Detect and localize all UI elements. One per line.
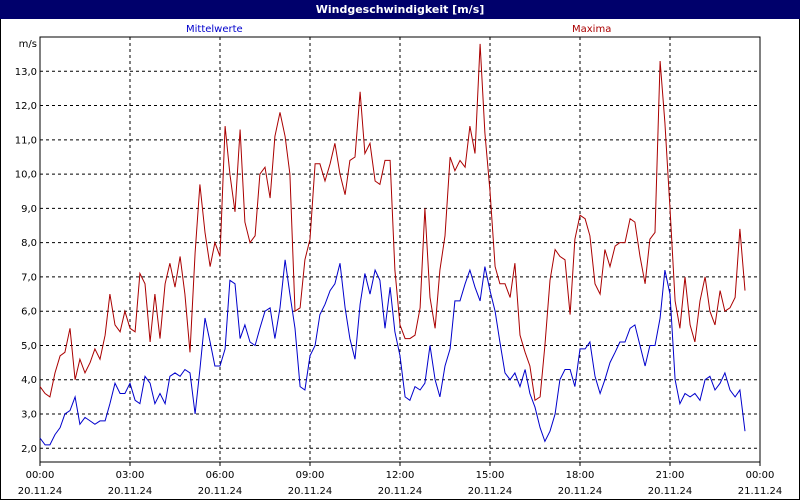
x-tick-time: 03:00 [116,470,145,481]
y-tick-label: 3,0 [21,410,37,421]
legend-mittelwerte: Mittelwerte [186,24,243,35]
x-tick-time: 00:00 [746,470,775,481]
y-tick-label: 10,0 [15,170,37,181]
y-tick-label: 11,0 [15,135,37,146]
x-tick-time: 21:00 [656,470,685,481]
y-tick-label: 4,0 [21,375,37,386]
x-tick-date: 20.11.24 [558,486,603,497]
chart-title-bar: Windgeschwindigkeit [m/s] [0,0,800,19]
y-tick-label: 2,0 [21,444,37,455]
y-tick-label: 5,0 [21,341,37,352]
series-line-mittelwerte [39,259,746,446]
chart-title: Windgeschwindigkeit [m/s] [315,3,485,16]
x-tick-time: 09:00 [296,470,325,481]
y-tick-label: 6,0 [21,307,37,318]
x-tick-date: 21.11.24 [738,486,783,497]
y-tick-label: 12,0 [15,101,37,112]
y-tick-label: 9,0 [21,204,37,215]
series-line-maxima [39,43,746,402]
legend-maxima-label: Maxima [572,24,612,35]
x-tick-date: 20.11.24 [468,486,513,497]
x-tick-date: 20.11.24 [18,486,63,497]
x-tick-time: 06:00 [206,470,235,481]
x-tick-time: 18:00 [566,470,595,481]
x-tick-date: 20.11.24 [198,486,243,497]
y-tick-label: 7,0 [21,272,37,283]
x-tick-date: 20.11.24 [108,486,153,497]
x-tick-time: 12:00 [386,470,415,481]
y-tick-label: 8,0 [21,238,37,249]
legend-maxima: Maxima [572,24,611,35]
x-tick-time: 15:00 [476,470,505,481]
x-tick-date: 20.11.24 [288,486,333,497]
x-tick-date: 20.11.24 [648,486,693,497]
legend-mittelwerte-label: Mittelwerte [186,24,243,35]
x-tick-date: 20.11.24 [378,486,423,497]
y-tick-label: 13,0 [15,67,37,78]
y-axis-label: m/s [19,39,37,50]
x-tick-time: 00:00 [26,470,55,481]
